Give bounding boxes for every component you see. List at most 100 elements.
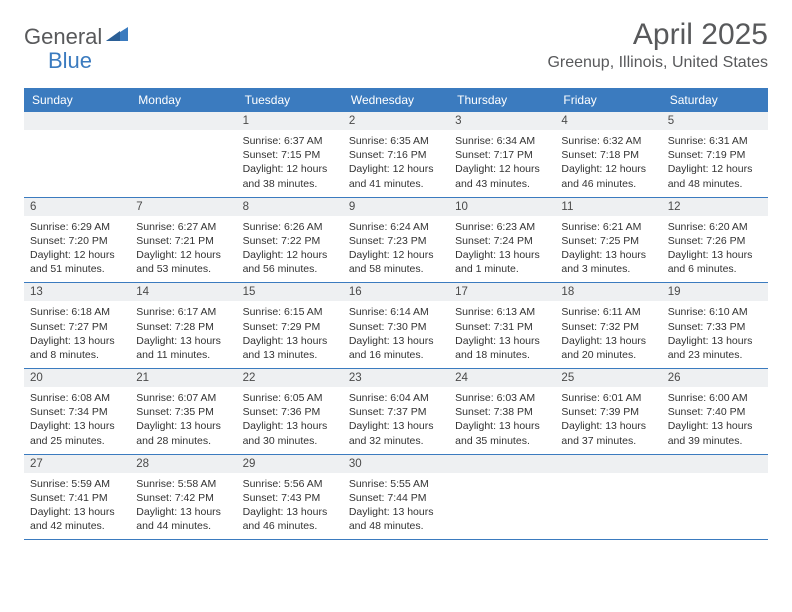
day-number: 12 (662, 198, 768, 216)
day-cell: 16Sunrise: 6:14 AMSunset: 7:30 PMDayligh… (343, 283, 449, 368)
sunrise-text: Sunrise: 6:05 AM (243, 391, 337, 405)
day-number: 13 (24, 283, 130, 301)
daylight-text: Daylight: 13 hours and 46 minutes. (243, 505, 337, 533)
day-cell: 18Sunrise: 6:11 AMSunset: 7:32 PMDayligh… (555, 283, 661, 368)
daylight-text: Daylight: 13 hours and 28 minutes. (136, 419, 230, 447)
day-cell: 30Sunrise: 5:55 AMSunset: 7:44 PMDayligh… (343, 455, 449, 540)
sunset-text: Sunset: 7:42 PM (136, 491, 230, 505)
sunset-text: Sunset: 7:19 PM (668, 148, 762, 162)
day-cell: 12Sunrise: 6:20 AMSunset: 7:26 PMDayligh… (662, 198, 768, 283)
week-row: 6Sunrise: 6:29 AMSunset: 7:20 PMDaylight… (24, 198, 768, 284)
day-number: 30 (343, 455, 449, 473)
day-number: 21 (130, 369, 236, 387)
sunrise-text: Sunrise: 6:23 AM (455, 220, 549, 234)
day-cell: 2Sunrise: 6:35 AMSunset: 7:16 PMDaylight… (343, 112, 449, 197)
sunset-text: Sunset: 7:39 PM (561, 405, 655, 419)
sunset-text: Sunset: 7:23 PM (349, 234, 443, 248)
day-cell: 15Sunrise: 6:15 AMSunset: 7:29 PMDayligh… (237, 283, 343, 368)
weeks-container: 1Sunrise: 6:37 AMSunset: 7:15 PMDaylight… (24, 112, 768, 540)
sunset-text: Sunset: 7:34 PM (30, 405, 124, 419)
sunset-text: Sunset: 7:22 PM (243, 234, 337, 248)
day-number: 5 (662, 112, 768, 130)
daylight-text: Daylight: 13 hours and 48 minutes. (349, 505, 443, 533)
day-body: Sunrise: 5:56 AMSunset: 7:43 PMDaylight:… (237, 473, 343, 540)
day-cell: 7Sunrise: 6:27 AMSunset: 7:21 PMDaylight… (130, 198, 236, 283)
day-number: 26 (662, 369, 768, 387)
daylight-text: Daylight: 12 hours and 58 minutes. (349, 248, 443, 276)
sunrise-text: Sunrise: 6:20 AM (668, 220, 762, 234)
day-number: 20 (24, 369, 130, 387)
day-body: Sunrise: 6:35 AMSunset: 7:16 PMDaylight:… (343, 130, 449, 197)
week-row: 1Sunrise: 6:37 AMSunset: 7:15 PMDaylight… (24, 112, 768, 198)
day-cell: 5Sunrise: 6:31 AMSunset: 7:19 PMDaylight… (662, 112, 768, 197)
week-row: 20Sunrise: 6:08 AMSunset: 7:34 PMDayligh… (24, 369, 768, 455)
logo-general: General (24, 24, 102, 50)
sunrise-text: Sunrise: 6:01 AM (561, 391, 655, 405)
sunset-text: Sunset: 7:27 PM (30, 320, 124, 334)
day-cell: 24Sunrise: 6:03 AMSunset: 7:38 PMDayligh… (449, 369, 555, 454)
day-cell: 14Sunrise: 6:17 AMSunset: 7:28 PMDayligh… (130, 283, 236, 368)
day-number: 29 (237, 455, 343, 473)
sunrise-text: Sunrise: 5:58 AM (136, 477, 230, 491)
day-number: 8 (237, 198, 343, 216)
sunset-text: Sunset: 7:29 PM (243, 320, 337, 334)
day-body: Sunrise: 6:08 AMSunset: 7:34 PMDaylight:… (24, 387, 130, 454)
daylight-text: Daylight: 13 hours and 3 minutes. (561, 248, 655, 276)
day-number: 9 (343, 198, 449, 216)
day-header-saturday: Saturday (662, 88, 768, 112)
daylight-text: Daylight: 12 hours and 38 minutes. (243, 162, 337, 190)
day-body: Sunrise: 6:07 AMSunset: 7:35 PMDaylight:… (130, 387, 236, 454)
daylight-text: Daylight: 12 hours and 41 minutes. (349, 162, 443, 190)
daylight-text: Daylight: 13 hours and 18 minutes. (455, 334, 549, 362)
month-title: April 2025 (547, 18, 768, 52)
day-cell: 13Sunrise: 6:18 AMSunset: 7:27 PMDayligh… (24, 283, 130, 368)
day-cell (24, 112, 130, 197)
day-cell: 25Sunrise: 6:01 AMSunset: 7:39 PMDayligh… (555, 369, 661, 454)
day-number: 23 (343, 369, 449, 387)
day-body: Sunrise: 6:21 AMSunset: 7:25 PMDaylight:… (555, 216, 661, 283)
day-cell: 1Sunrise: 6:37 AMSunset: 7:15 PMDaylight… (237, 112, 343, 197)
daylight-text: Daylight: 13 hours and 37 minutes. (561, 419, 655, 447)
sunset-text: Sunset: 7:40 PM (668, 405, 762, 419)
day-number: 19 (662, 283, 768, 301)
day-cell: 11Sunrise: 6:21 AMSunset: 7:25 PMDayligh… (555, 198, 661, 283)
daylight-text: Daylight: 12 hours and 53 minutes. (136, 248, 230, 276)
day-body: Sunrise: 6:20 AMSunset: 7:26 PMDaylight:… (662, 216, 768, 283)
day-body: Sunrise: 6:26 AMSunset: 7:22 PMDaylight:… (237, 216, 343, 283)
day-body (449, 473, 555, 533)
day-cell: 29Sunrise: 5:56 AMSunset: 7:43 PMDayligh… (237, 455, 343, 540)
logo-triangle-icon (106, 25, 128, 46)
sunrise-text: Sunrise: 6:31 AM (668, 134, 762, 148)
day-header-sunday: Sunday (24, 88, 130, 112)
sunset-text: Sunset: 7:20 PM (30, 234, 124, 248)
day-number: 6 (24, 198, 130, 216)
day-number: 4 (555, 112, 661, 130)
sunset-text: Sunset: 7:21 PM (136, 234, 230, 248)
day-body: Sunrise: 6:18 AMSunset: 7:27 PMDaylight:… (24, 301, 130, 368)
calendar: Sunday Monday Tuesday Wednesday Thursday… (24, 88, 768, 540)
sunrise-text: Sunrise: 6:08 AM (30, 391, 124, 405)
day-number: 24 (449, 369, 555, 387)
week-row: 13Sunrise: 6:18 AMSunset: 7:27 PMDayligh… (24, 283, 768, 369)
day-cell: 10Sunrise: 6:23 AMSunset: 7:24 PMDayligh… (449, 198, 555, 283)
day-number: 14 (130, 283, 236, 301)
daylight-text: Daylight: 12 hours and 43 minutes. (455, 162, 549, 190)
daylight-text: Daylight: 12 hours and 56 minutes. (243, 248, 337, 276)
logo-blue-text: Blue (48, 48, 792, 74)
sunset-text: Sunset: 7:37 PM (349, 405, 443, 419)
sunset-text: Sunset: 7:18 PM (561, 148, 655, 162)
daylight-text: Daylight: 13 hours and 44 minutes. (136, 505, 230, 533)
day-body: Sunrise: 6:14 AMSunset: 7:30 PMDaylight:… (343, 301, 449, 368)
sunset-text: Sunset: 7:15 PM (243, 148, 337, 162)
day-header-monday: Monday (130, 88, 236, 112)
daylight-text: Daylight: 13 hours and 42 minutes. (30, 505, 124, 533)
day-cell: 8Sunrise: 6:26 AMSunset: 7:22 PMDaylight… (237, 198, 343, 283)
day-cell (662, 455, 768, 540)
day-cell: 9Sunrise: 6:24 AMSunset: 7:23 PMDaylight… (343, 198, 449, 283)
day-cell: 21Sunrise: 6:07 AMSunset: 7:35 PMDayligh… (130, 369, 236, 454)
sunset-text: Sunset: 7:31 PM (455, 320, 549, 334)
sunrise-text: Sunrise: 6:15 AM (243, 305, 337, 319)
daylight-text: Daylight: 13 hours and 20 minutes. (561, 334, 655, 362)
day-number: 28 (130, 455, 236, 473)
daylight-text: Daylight: 13 hours and 25 minutes. (30, 419, 124, 447)
